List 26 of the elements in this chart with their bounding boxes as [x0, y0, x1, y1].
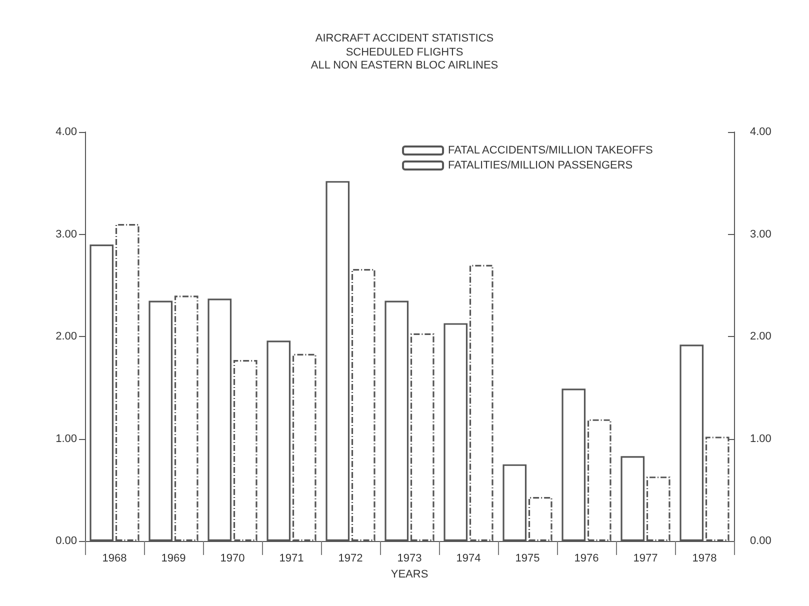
y2-tick-label: 4.00: [750, 126, 772, 138]
x-tick-label: 1977: [633, 552, 658, 564]
x-tick-label: 1968: [102, 552, 127, 564]
y2-tick-label: 0.00: [750, 535, 772, 547]
x-axis-title: YEARS: [390, 568, 428, 580]
x-tick-label: 1974: [456, 552, 481, 564]
x-tick-label: 1971: [279, 552, 304, 564]
y-tick-label: 2.00: [56, 330, 77, 342]
y2-tick-label: 1.00: [750, 432, 772, 445]
x-tick-label: 1972: [338, 552, 363, 564]
y-tick-label: 1.00: [56, 432, 77, 445]
chart-subtitle: SCHEDULED FLIGHTS ALL NON EASTERN BLOC AIRLINES: [310, 46, 498, 72]
x-tick-label: 1969: [161, 552, 186, 564]
y2-tick-label: 2.00: [750, 330, 772, 342]
x-tick-label: 1978: [692, 552, 717, 564]
y-tick-label: 3.00: [56, 228, 77, 240]
x-tick-label: 1975: [515, 552, 540, 564]
y-tick-label: 4.00: [56, 126, 77, 138]
chart-title: AIRCRAFT ACCIDENT STATISTICS: [315, 32, 494, 44]
legend-label: FATAL ACCIDENTS/MILLION TAKEOFFS: [448, 144, 653, 156]
x-tick-label: 1976: [574, 552, 599, 564]
x-tick-label: 1970: [220, 552, 245, 564]
legend-label: FATALITIES/MILLION PASSENGERS: [448, 160, 633, 172]
y-tick-label: 0.00: [56, 535, 77, 547]
y2-tick-label: 3.00: [750, 228, 772, 240]
x-tick-label: 1973: [397, 552, 422, 564]
